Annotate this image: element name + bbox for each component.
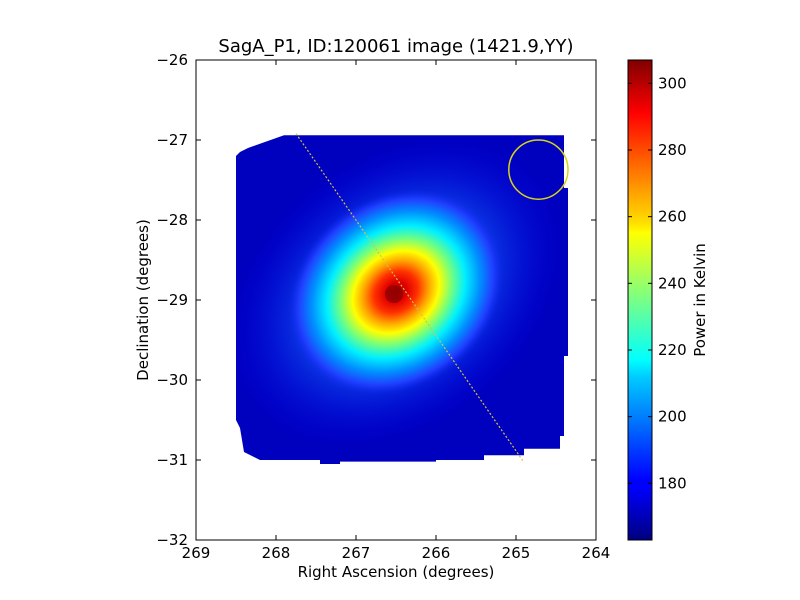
colorbar-tick-label: 220 <box>658 341 687 359</box>
intensity-map <box>236 135 568 464</box>
x-tick-label: 267 <box>342 544 371 562</box>
x-tick-label: 266 <box>422 544 451 562</box>
x-axis-label: Right Ascension (degrees) <box>298 563 495 581</box>
beam-circle <box>508 139 569 200</box>
colorbar-tick-label: 200 <box>658 408 687 426</box>
x-tick-label: 268 <box>262 544 291 562</box>
colorbar-tick-label: 180 <box>658 474 687 492</box>
x-axis: 269 268 267 266 265 264 <box>182 60 611 562</box>
source-peak <box>385 285 403 303</box>
y-tick-label: −27 <box>156 131 188 149</box>
colorbar-tick-label: 280 <box>658 141 687 159</box>
y-tick-label: −30 <box>156 371 188 389</box>
colorbar-tick-label: 240 <box>658 274 687 292</box>
y-tick-label: −31 <box>156 451 188 469</box>
y-tick-label: −29 <box>156 291 188 309</box>
x-tick-label: 265 <box>502 544 531 562</box>
x-tick-label: 264 <box>582 544 611 562</box>
colorbar-ticks: 180 200 220 240 260 280 300 <box>628 74 687 492</box>
colorbar-gradient <box>627 59 653 541</box>
y-axis-label: Declination (degrees) <box>134 219 152 381</box>
colorbar-tick-label: 300 <box>658 74 687 92</box>
scan-line <box>295 133 525 463</box>
y-tick-label: −26 <box>156 51 188 69</box>
colorbar-label: Power in Kelvin <box>691 243 709 357</box>
x-tick-label: 269 <box>182 544 211 562</box>
chart-title: SagA_P1, ID:120061 image (1421.9,YY) <box>218 36 573 57</box>
y-tick-label: −28 <box>156 211 188 229</box>
colorbar-tick-label: 260 <box>658 208 687 226</box>
colorbar: 180 200 220 240 260 280 300 Power in Kelvin <box>627 59 709 541</box>
y-axis: −26 −27 −28 −29 −30 −31 −32 <box>156 51 596 549</box>
plot-area: 269 268 267 266 265 264 −26 −27 −28 −29 −30 −31 −32 <box>156 51 611 562</box>
y-tick-label: −32 <box>156 531 188 549</box>
